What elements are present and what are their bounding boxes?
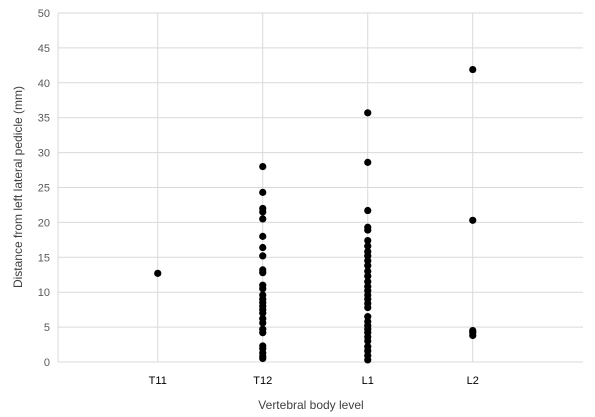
data-point-l1: [364, 236, 372, 245]
data-point-l1: [364, 303, 372, 312]
y-tick-label: 50: [38, 8, 50, 20]
axis-layer: 0 5 10 15 20 25 30 35 40 45 50 T11 T12 L1 L2: [38, 8, 479, 387]
x-tick-label-t12: T12: [253, 375, 272, 387]
data-point-l1: [364, 158, 372, 166]
x-axis-title: Vertebral body level: [258, 398, 363, 412]
data-point-t12: [259, 215, 267, 223]
y-tick-label: 45: [38, 43, 50, 55]
y-tick-label: 40: [38, 78, 50, 90]
data-point-t12: [259, 329, 267, 337]
data-point-t12: [259, 232, 267, 240]
data-point-l1: [364, 262, 372, 270]
data-point-l1: [364, 226, 372, 234]
data-point-t12: [259, 243, 267, 252]
y-tick-label: 25: [38, 183, 50, 195]
y-tick-label: 20: [38, 217, 50, 229]
grid-layer: [57, 12, 583, 363]
data-point-l1: [364, 206, 372, 215]
data-point-l2: [469, 216, 477, 224]
y-tick-label: 30: [38, 148, 50, 160]
x-tick-label-l1: L1: [362, 375, 374, 387]
x-tick-label-l2: L2: [467, 375, 479, 387]
data-point-l1: [364, 109, 372, 117]
data-point-l2: [469, 65, 477, 74]
data-point-l1: [364, 272, 372, 280]
data-point-l1: [364, 356, 372, 364]
data-point-t12: [259, 269, 267, 277]
y-tick-label: 15: [38, 252, 50, 264]
data-point-t12: [259, 252, 267, 260]
data-point-t12: [259, 188, 267, 196]
data-point-t12: [259, 285, 267, 293]
data-point-t12: [259, 162, 267, 171]
y-tick-label: 0: [44, 357, 50, 369]
x-tick-label-t11: T11: [149, 375, 167, 387]
data-point-l1: [364, 337, 372, 345]
data-point-l1: [364, 242, 372, 250]
data-point-t12: [259, 319, 267, 327]
data-point-t12: [259, 309, 267, 317]
y-axis-title: Distance from left lateral pedicle (mm): [11, 86, 25, 288]
y-tick-label: 10: [38, 287, 50, 299]
points-layer: [154, 65, 477, 364]
data-point-l2: [469, 331, 477, 340]
data-point-t12: [259, 354, 267, 363]
y-tick-label: 35: [38, 113, 50, 125]
data-point-t12: [259, 208, 267, 216]
data-point-t11: [154, 269, 162, 277]
y-tick-label: 5: [44, 322, 50, 334]
